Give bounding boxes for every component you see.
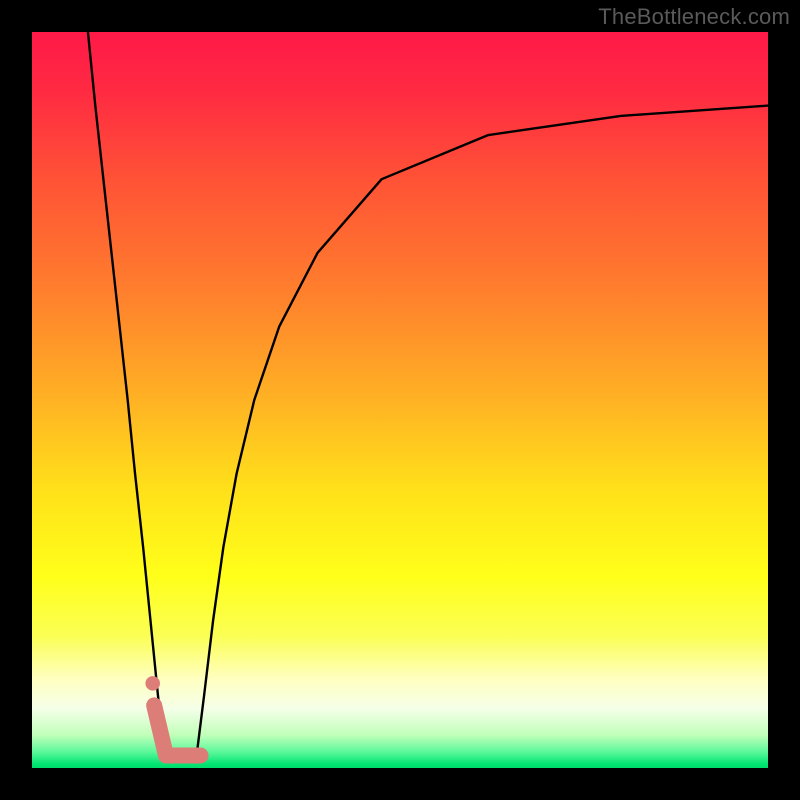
watermark-text: TheBottleneck.com bbox=[598, 4, 790, 30]
chart-frame: TheBottleneck.com bbox=[0, 0, 800, 800]
gradient-background bbox=[32, 32, 768, 768]
optimal-marker-dot bbox=[145, 676, 160, 691]
chart-svg bbox=[32, 32, 768, 768]
plot-area bbox=[32, 32, 768, 768]
